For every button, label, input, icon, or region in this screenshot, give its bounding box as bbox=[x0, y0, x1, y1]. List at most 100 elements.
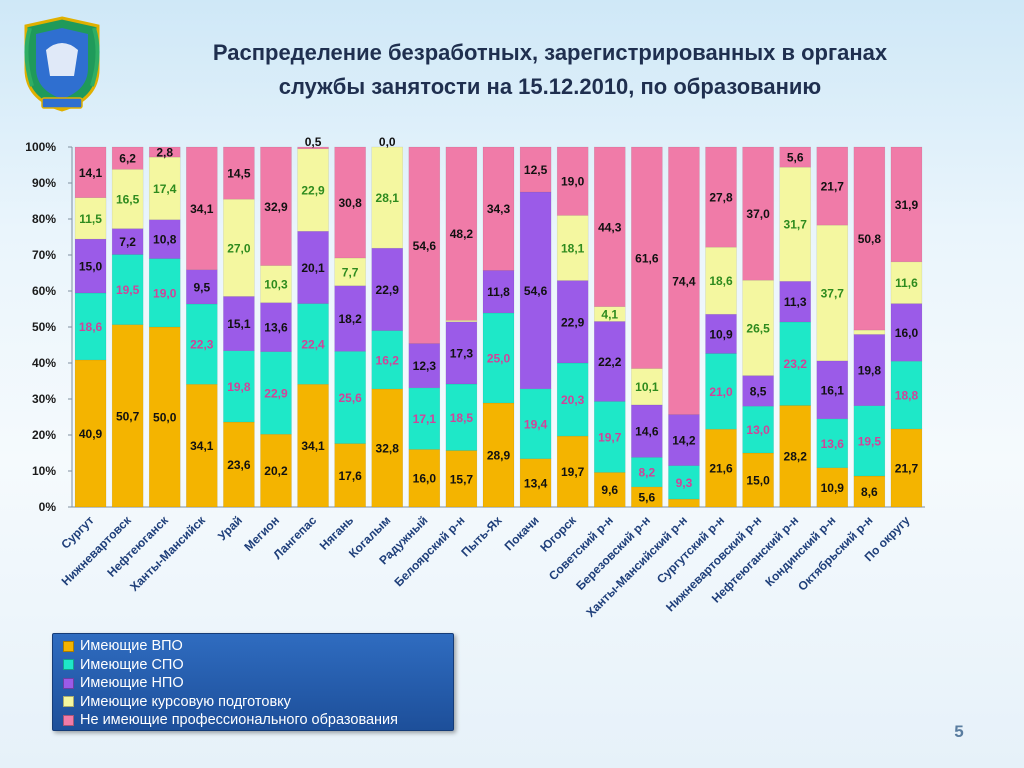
data-label-none: 5,6 bbox=[787, 151, 804, 165]
x-tick-label: Белоярский р-н bbox=[391, 513, 467, 589]
bar-segment-vpo bbox=[705, 428, 737, 508]
bar-segment-vpo bbox=[779, 405, 811, 508]
bar-segment-vpo bbox=[74, 359, 107, 508]
data-label-none: 34,3 bbox=[487, 202, 511, 216]
data-label-npo: 11,8 bbox=[487, 285, 510, 299]
bar-segment-spo bbox=[668, 465, 700, 500]
bar-segment-vpo bbox=[111, 324, 144, 508]
data-label-none: 37,0 bbox=[746, 207, 770, 221]
bar-segment-npo bbox=[74, 238, 107, 294]
data-label-spo: 13,6 bbox=[821, 437, 845, 451]
bar-segment-courses bbox=[890, 261, 923, 304]
bar-segment-courses bbox=[556, 215, 589, 281]
legend-item-spo: Имеющие СПО bbox=[63, 656, 453, 675]
bar-segment-npo bbox=[594, 321, 626, 402]
data-label-npo: 18,2 bbox=[338, 312, 362, 326]
bar-segment-courses bbox=[779, 166, 811, 282]
data-label-courses: 31,7 bbox=[784, 218, 808, 232]
bar-segment-none bbox=[519, 146, 552, 193]
bar-segment-spo bbox=[260, 351, 292, 435]
data-label-vpo: 50,7 bbox=[116, 409, 140, 423]
bar-segment-npo bbox=[445, 321, 478, 385]
data-label-spo: 19,8 bbox=[227, 380, 251, 394]
bar-segment-none bbox=[482, 146, 515, 271]
legend-swatch-none bbox=[63, 714, 74, 726]
data-label-spo: 18,6 bbox=[79, 320, 103, 334]
data-label-spo: 25,6 bbox=[338, 391, 362, 405]
data-label-vpo: 23,6 bbox=[227, 458, 251, 472]
bar-segment-none bbox=[260, 146, 292, 266]
slide-title-line-1: Распределение безработных, зарегистриров… bbox=[212, 40, 888, 65]
data-label-vpo: 28,9 bbox=[487, 448, 511, 462]
data-label-npo: 22,9 bbox=[376, 283, 400, 297]
bar-segment-vpo bbox=[260, 433, 292, 508]
bar-segment-npo bbox=[482, 270, 515, 314]
data-label-spo: 20,3 bbox=[561, 393, 585, 407]
bar-segment-spo bbox=[371, 330, 403, 390]
bar-segment-none bbox=[594, 146, 626, 307]
data-label-courses: 18,6 bbox=[709, 274, 733, 288]
data-label-npo: 14,6 bbox=[635, 425, 659, 439]
bar-segment-npo bbox=[334, 285, 366, 352]
x-tick-label: Сургутский р-н bbox=[654, 513, 727, 586]
data-label-spo: 19,4 bbox=[524, 417, 548, 431]
legend-label-vpo: Имеющие ВПО bbox=[80, 638, 183, 655]
bar-segment-none bbox=[334, 146, 366, 259]
bar-segment-none bbox=[148, 146, 181, 158]
legend-swatch-vpo bbox=[63, 640, 74, 652]
data-label-npo: 13,6 bbox=[264, 321, 288, 335]
bar-segment-none bbox=[111, 146, 144, 170]
data-label-vpo: 21,6 bbox=[709, 462, 733, 476]
bar-segment-courses bbox=[297, 148, 329, 232]
legend-label-courses: Имеющие курсовую подготовку bbox=[80, 693, 291, 710]
data-label-none: 34,1 bbox=[190, 202, 214, 216]
data-label-spo: 17,1 bbox=[413, 412, 437, 426]
bar-segment-spo bbox=[223, 350, 255, 423]
legend-label-spo: Имеющие СПО bbox=[80, 656, 184, 673]
stacked-bar-chart: 0% 10% 20% 30% 40% 50% 60% 70% 80% 90% 100% 40,9 18,… bbox=[25, 135, 925, 620]
data-label-spo: 19,7 bbox=[598, 430, 622, 444]
data-label-none: 14,1 bbox=[79, 166, 103, 180]
bar-segment-npo bbox=[408, 343, 441, 389]
data-label-vpo: 19,7 bbox=[561, 465, 585, 479]
bar-segment-vpo bbox=[334, 443, 366, 508]
data-label-spo: 22,3 bbox=[190, 338, 214, 352]
data-label-courses: 18,1 bbox=[561, 241, 585, 255]
data-label-none: 6,2 bbox=[119, 152, 136, 166]
bar-segment-spo bbox=[297, 303, 329, 385]
data-label-courses: 11,6 bbox=[895, 276, 918, 290]
data-label-vpo: 13,4 bbox=[524, 476, 548, 490]
y-tick-label: 20% bbox=[32, 428, 56, 442]
bar-segment-vpo bbox=[186, 383, 218, 508]
page-number: 5 bbox=[954, 722, 964, 741]
data-label-npo: 17,3 bbox=[450, 346, 474, 360]
y-tick-label: 30% bbox=[32, 392, 56, 406]
bar-segment-spo bbox=[816, 418, 849, 469]
bar-segment-courses bbox=[334, 257, 366, 286]
legend-item-vpo: Имеющие ВПО bbox=[63, 637, 453, 656]
bar-segment-courses bbox=[111, 169, 144, 229]
bar-segment-vpo bbox=[408, 449, 441, 508]
bar-segment-none bbox=[631, 146, 663, 369]
data-label-npo: 9,5 bbox=[193, 280, 210, 294]
bar-segment-none bbox=[705, 146, 737, 248]
y-tick-label: 40% bbox=[32, 356, 56, 370]
data-label-vpo: 17,6 bbox=[338, 469, 362, 483]
data-label-none: 74,4 bbox=[672, 274, 696, 288]
y-tick-label: 60% bbox=[32, 284, 56, 298]
bar-segment-spo bbox=[631, 457, 663, 488]
x-tick-label: Покачи bbox=[502, 513, 542, 553]
data-label-npo: 15,1 bbox=[227, 317, 251, 331]
data-label-spo: 21,0 bbox=[709, 385, 733, 399]
bar-segment-none bbox=[779, 146, 811, 168]
bar-segment-spo bbox=[594, 401, 626, 473]
bar-segment-spo bbox=[556, 362, 589, 437]
data-label-npo: 7,2 bbox=[119, 235, 136, 249]
bar-segment-spo bbox=[408, 387, 441, 450]
bar-segment-npo bbox=[148, 219, 181, 259]
legend-label-npo: Имеющие НПО bbox=[80, 675, 184, 692]
legend-swatch-npo bbox=[63, 677, 74, 689]
bar-segment-courses bbox=[816, 224, 849, 362]
bar-segment-none bbox=[742, 146, 774, 281]
data-label-npo: 20,1 bbox=[301, 261, 325, 275]
